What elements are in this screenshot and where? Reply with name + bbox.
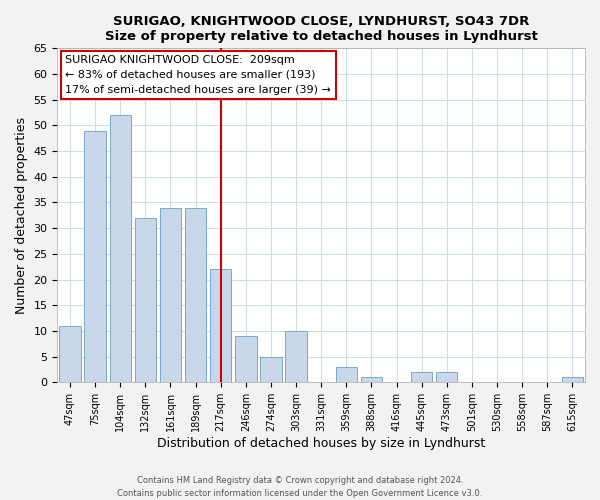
Bar bbox=[436, 372, 457, 382]
Text: SURIGAO KNIGHTWOOD CLOSE:  209sqm
← 83% of detached houses are smaller (193)
17%: SURIGAO KNIGHTWOOD CLOSE: 209sqm ← 83% o… bbox=[65, 55, 331, 94]
Title: SURIGAO, KNIGHTWOOD CLOSE, LYNDHURST, SO43 7DR
Size of property relative to deta: SURIGAO, KNIGHTWOOD CLOSE, LYNDHURST, SO… bbox=[105, 15, 538, 43]
Bar bbox=[235, 336, 257, 382]
Bar bbox=[85, 130, 106, 382]
Bar bbox=[110, 115, 131, 382]
Bar bbox=[185, 208, 206, 382]
Bar bbox=[562, 377, 583, 382]
Bar bbox=[160, 208, 181, 382]
Bar bbox=[134, 218, 156, 382]
Bar bbox=[286, 331, 307, 382]
X-axis label: Distribution of detached houses by size in Lyndhurst: Distribution of detached houses by size … bbox=[157, 437, 485, 450]
Text: Contains HM Land Registry data © Crown copyright and database right 2024.
Contai: Contains HM Land Registry data © Crown c… bbox=[118, 476, 482, 498]
Bar bbox=[260, 356, 281, 382]
Bar bbox=[411, 372, 433, 382]
Bar bbox=[59, 326, 80, 382]
Bar bbox=[361, 377, 382, 382]
Bar bbox=[335, 367, 357, 382]
Y-axis label: Number of detached properties: Number of detached properties bbox=[15, 117, 28, 314]
Bar bbox=[210, 270, 232, 382]
